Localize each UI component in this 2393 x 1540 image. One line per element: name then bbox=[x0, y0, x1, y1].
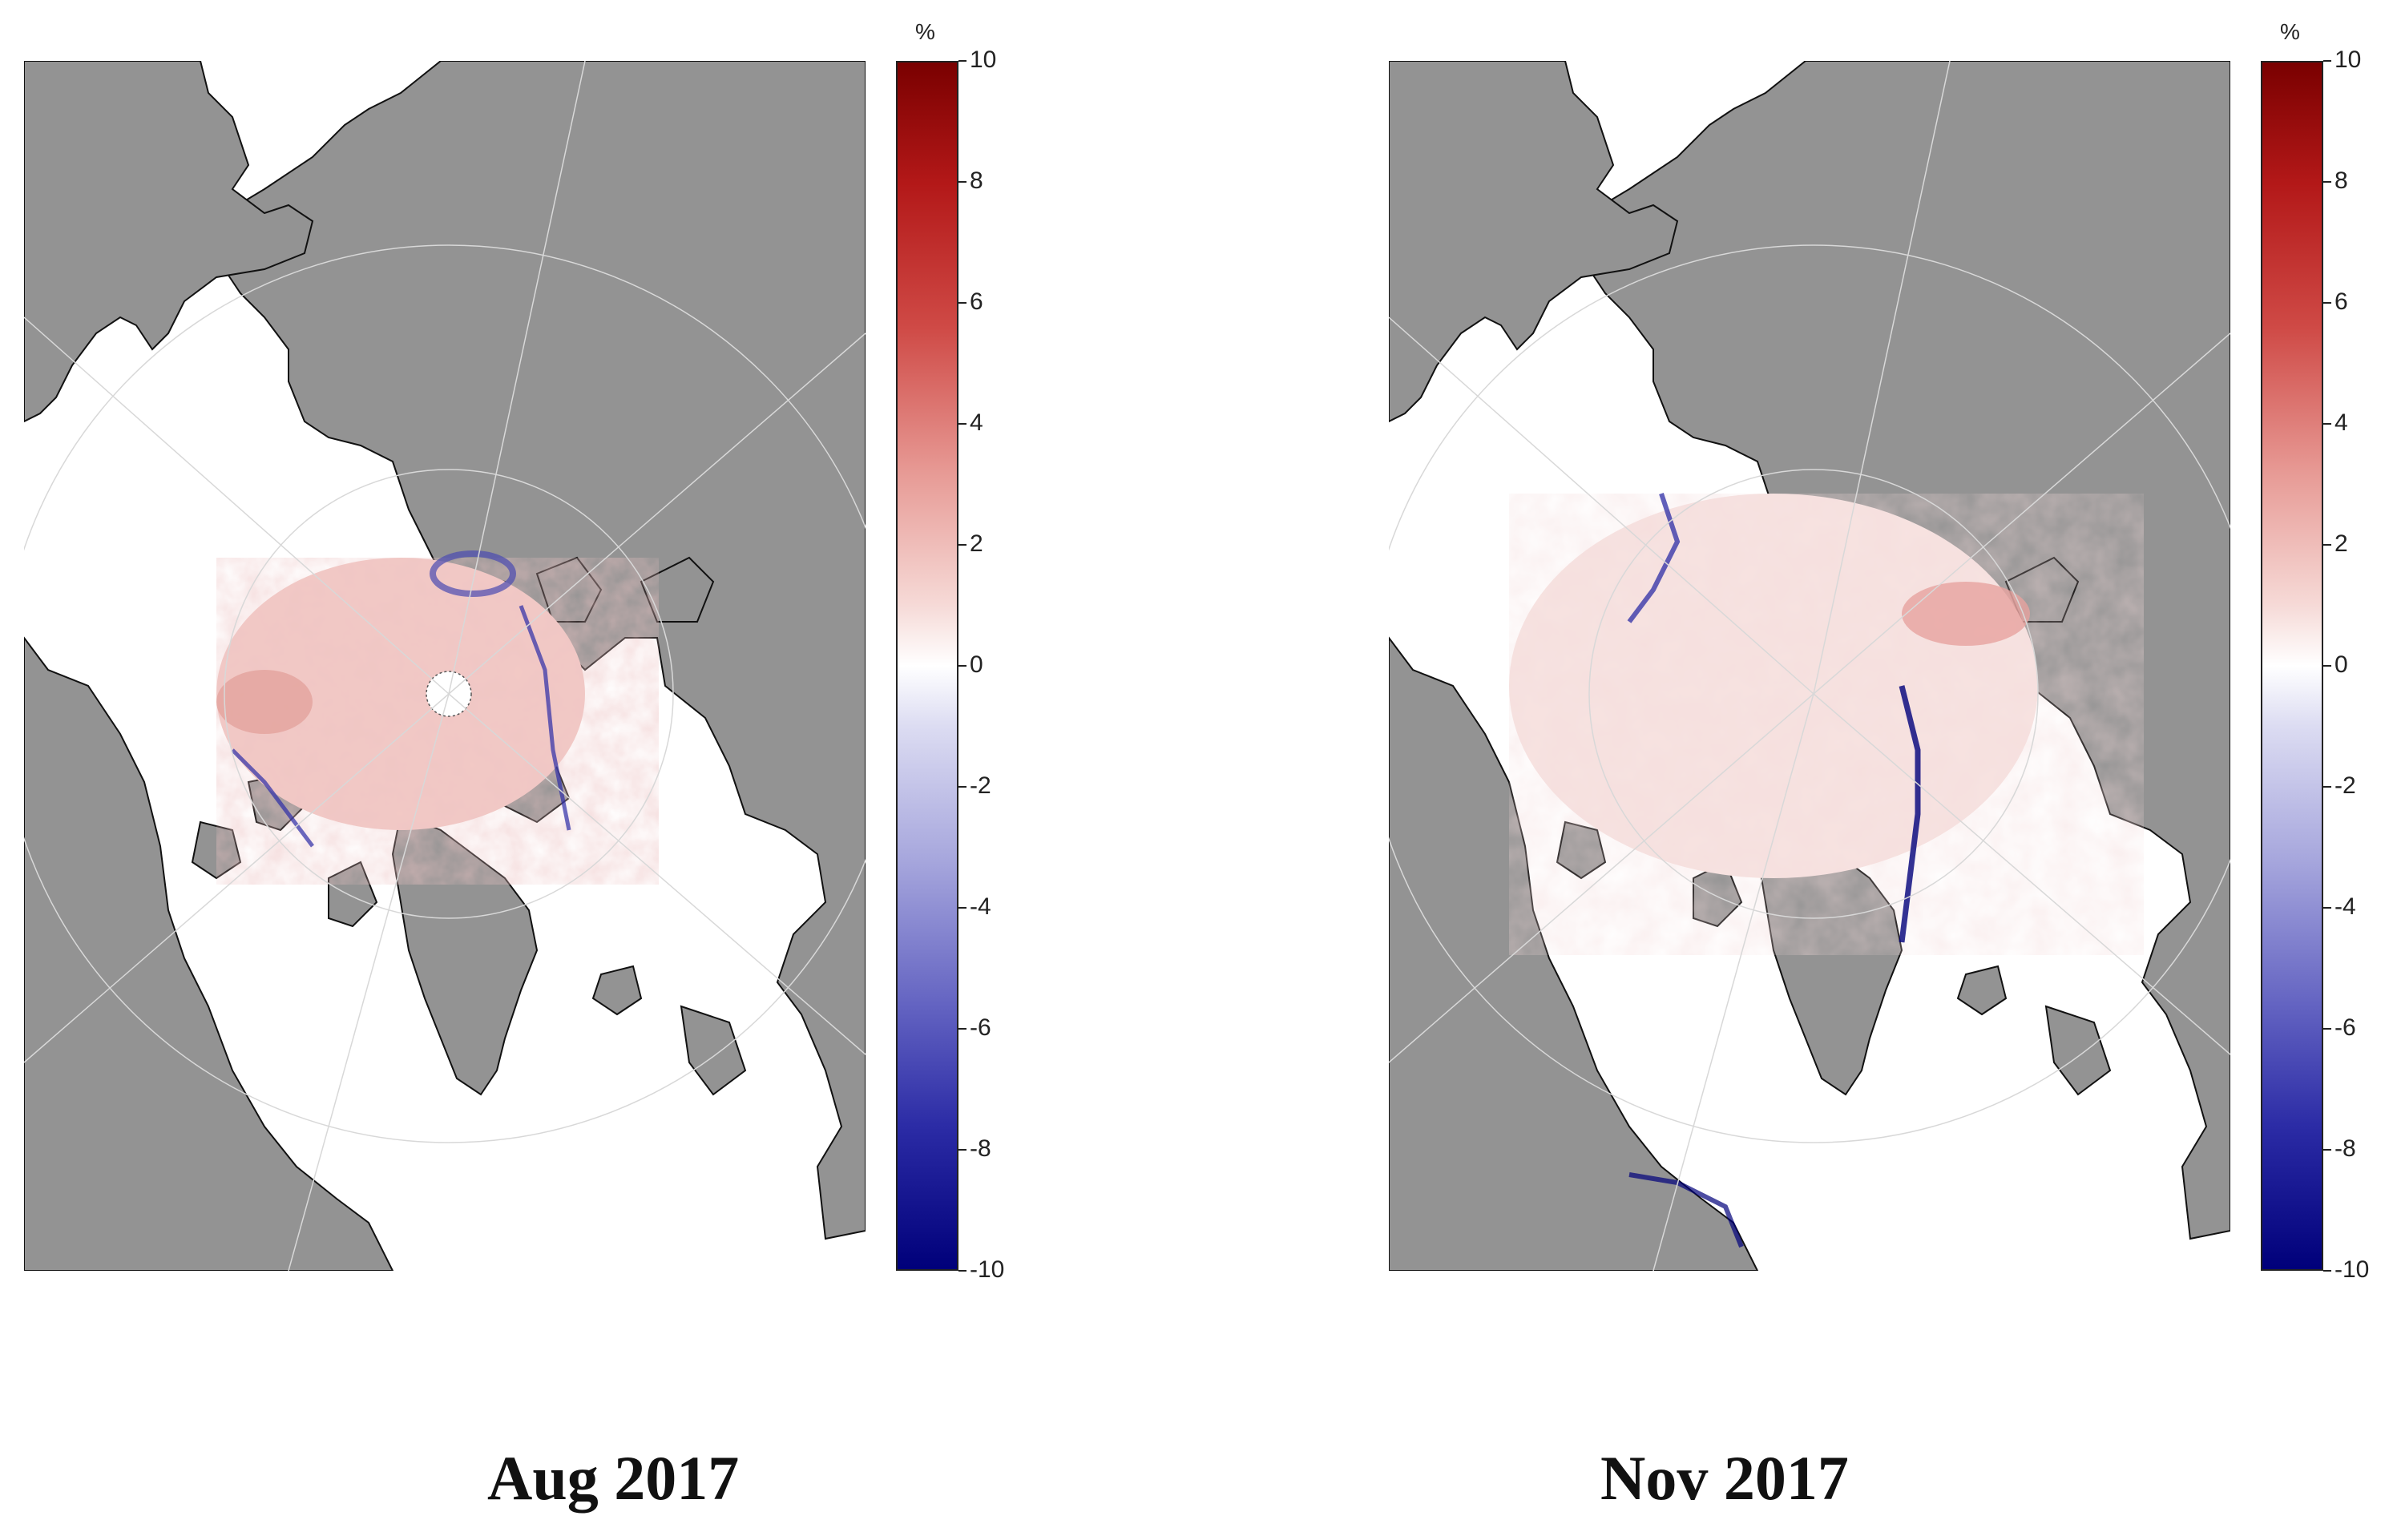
colorbar-tick-nov bbox=[2323, 665, 2331, 667]
graticule-nov bbox=[1389, 61, 2230, 1271]
colorbar-tick-label-aug: 10 bbox=[970, 46, 997, 73]
colorbar-tick-label-nov: 8 bbox=[2334, 167, 2348, 194]
colorbar-tick-aug bbox=[958, 423, 966, 425]
colorbar-unit-nov: % bbox=[2280, 19, 2300, 44]
sea-ice-anomaly-nov bbox=[1509, 493, 2038, 1248]
colorbar-tick-aug bbox=[958, 60, 966, 62]
colorbar-tick-label-aug: -4 bbox=[970, 893, 991, 920]
colorbar-tick-aug bbox=[958, 1149, 966, 1151]
colorbar-tick-nov bbox=[2323, 907, 2331, 909]
colorbar-tick-label-nov: 6 bbox=[2334, 288, 2348, 315]
colorbar-tick-label-nov: -2 bbox=[2334, 772, 2356, 799]
colorbar-tick-aug bbox=[958, 544, 966, 546]
colorbar-tick-label-nov: 4 bbox=[2334, 409, 2348, 436]
colorbar-tick-label-aug: 0 bbox=[970, 651, 983, 678]
colorbar-tick-aug bbox=[958, 1028, 966, 1030]
colorbar-tick-aug bbox=[958, 181, 966, 183]
colorbar-tick-label-aug: 8 bbox=[970, 167, 983, 194]
colorbar-tick-label-aug: 2 bbox=[970, 530, 983, 557]
colorbar-unit-aug: % bbox=[915, 19, 935, 44]
colorbar-tick-label-nov: 10 bbox=[2334, 46, 2362, 73]
colorbar-tick-label-nov: -8 bbox=[2334, 1135, 2356, 1162]
land-aug bbox=[24, 61, 866, 1271]
colorbar-tick-label-nov: -4 bbox=[2334, 893, 2356, 920]
colorbar-tick-aug bbox=[958, 302, 966, 304]
colorbar-nov bbox=[2261, 61, 2323, 1271]
colorbar-tick-aug bbox=[958, 665, 966, 667]
colorbar-tick-label-aug: -10 bbox=[970, 1256, 1005, 1283]
colorbar-tick-label-nov: 0 bbox=[2334, 651, 2348, 678]
colorbar-tick-nov bbox=[2323, 60, 2331, 62]
colorbar-tick-nov bbox=[2323, 544, 2331, 546]
colorbar-tick-label-aug: -8 bbox=[970, 1135, 991, 1162]
colorbar-tick-aug bbox=[958, 786, 966, 788]
colorbar-tick-label-nov: -6 bbox=[2334, 1014, 2356, 1041]
colorbar-tick-label-aug: 4 bbox=[970, 409, 983, 436]
colorbar-tick-nov bbox=[2323, 181, 2331, 183]
panel-nov-2017: % 10 8 6 4 2 0 -2 -4 -6 -8 -10 Nov 2017 bbox=[1196, 0, 2393, 1540]
colorbar-tick-aug bbox=[958, 1270, 966, 1272]
colorbar-tick-aug bbox=[958, 907, 966, 909]
arctic-map-nov bbox=[1389, 61, 2230, 1271]
colorbar-tick-nov bbox=[2323, 423, 2331, 425]
graticule-aug bbox=[24, 61, 866, 1271]
panel-caption-nov: Nov 2017 bbox=[1600, 1443, 1849, 1513]
colorbar-tick-label-aug: 6 bbox=[970, 288, 983, 315]
colorbar-tick-nov bbox=[2323, 1028, 2331, 1030]
colorbar-tick-nov bbox=[2323, 1270, 2331, 1272]
colorbar-tick-nov bbox=[2323, 786, 2331, 788]
colorbar-tick-nov bbox=[2323, 1149, 2331, 1151]
colorbar-tick-label-aug: -6 bbox=[970, 1014, 991, 1041]
panel-caption-aug: Aug 2017 bbox=[487, 1443, 740, 1513]
colorbar-aug bbox=[896, 61, 958, 1271]
panel-aug-2017: % 10 8 6 4 2 0 -2 -4 -6 -8 -10 Aug 2017 bbox=[0, 0, 1196, 1540]
colorbar-tick-label-nov: -10 bbox=[2334, 1256, 2370, 1283]
colorbar-tick-label-nov: 2 bbox=[2334, 530, 2348, 557]
colorbar-tick-label-aug: -2 bbox=[970, 772, 991, 799]
arctic-map-aug bbox=[24, 61, 866, 1271]
colorbar-tick-nov bbox=[2323, 302, 2331, 304]
